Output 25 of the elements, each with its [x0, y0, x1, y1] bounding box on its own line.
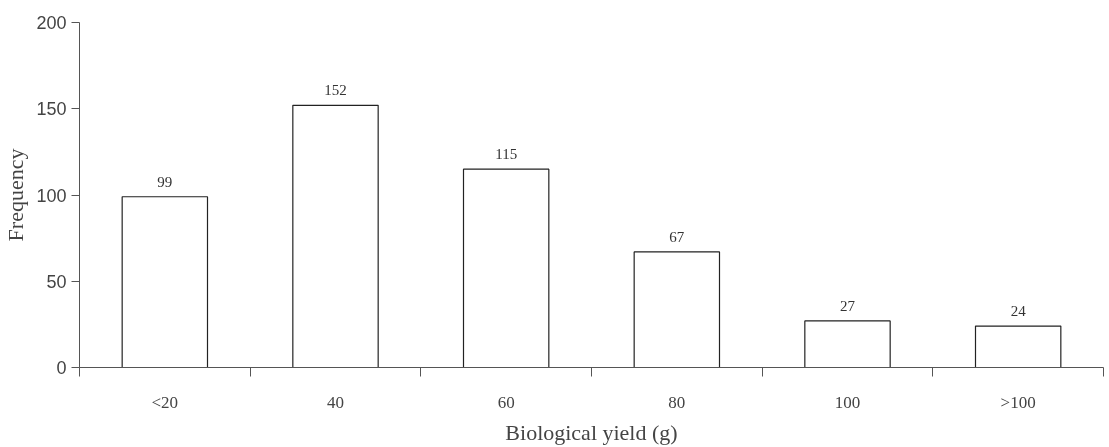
x-tick-label: 40: [327, 392, 344, 412]
bar: [462, 168, 550, 368]
y-tick-label: 0: [56, 358, 67, 378]
y-tick-label: 200: [36, 13, 67, 33]
bar: [121, 196, 209, 368]
y-tick-label: 150: [36, 99, 67, 120]
data-label: 27: [840, 297, 856, 314]
data-label: 99: [157, 173, 173, 190]
x-tick-label: 60: [497, 392, 515, 412]
data-label: 115: [495, 146, 518, 163]
bar: [974, 325, 1062, 368]
x-axis-title: Biological yield (g): [505, 419, 678, 445]
data-label: 67: [669, 228, 685, 245]
x-tick-label: 100: [834, 392, 861, 412]
x-tick-label: >100: [1000, 392, 1036, 412]
data-label: 24: [1010, 303, 1027, 320]
x-tick-label: 80: [668, 392, 686, 412]
x-tick-label: <20: [151, 392, 179, 412]
y-axis-title: Frequency: [3, 148, 29, 242]
y-tick-label: 100: [36, 185, 67, 206]
bar: [633, 251, 721, 368]
bar: [292, 104, 379, 368]
bar: [804, 320, 891, 368]
data-label: 152: [324, 82, 347, 99]
y-tick-label: 50: [46, 271, 67, 292]
